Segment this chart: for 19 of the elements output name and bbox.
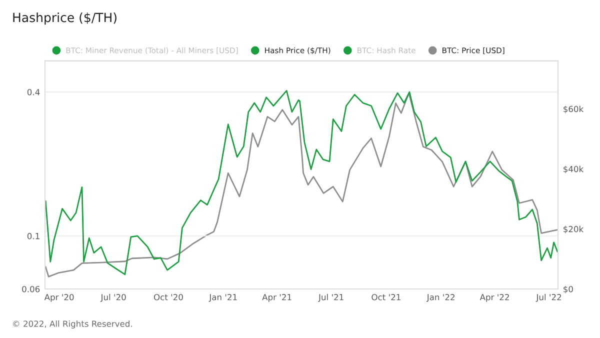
x-tick-label: Apr '20 — [44, 294, 74, 302]
x-tick-label: Jul '20 — [100, 294, 126, 302]
y2-tick-label: $0 — [564, 286, 573, 294]
y2-tick-label: $40k — [564, 166, 584, 174]
y-tick-label: 0.06 — [22, 286, 40, 292]
y-tick-label: 0.4 — [27, 88, 40, 96]
x-tick-label: Oct '21 — [372, 294, 400, 300]
y2-tick-label: $20k — [564, 226, 584, 234]
chart-title: Hashprice ($/TH) — [13, 12, 116, 25]
text: © 2022, All Rights Reserved. — [13, 320, 132, 329]
x-tick-label: Apr '21 — [262, 294, 292, 302]
x-tick-label: Oct '20 — [154, 294, 183, 300]
x-tick-label: Jan '21 — [208, 294, 237, 302]
x-tick-label: Apr '22 — [480, 294, 509, 302]
x-tick-label: Jul '21 — [318, 294, 344, 302]
x-tick-label: Jul '22 — [536, 294, 562, 302]
y-tick-label: 0.1 — [27, 232, 40, 240]
x-tick-label: Jan '22 — [426, 294, 454, 302]
y2-tick-label: $60k — [564, 106, 584, 114]
